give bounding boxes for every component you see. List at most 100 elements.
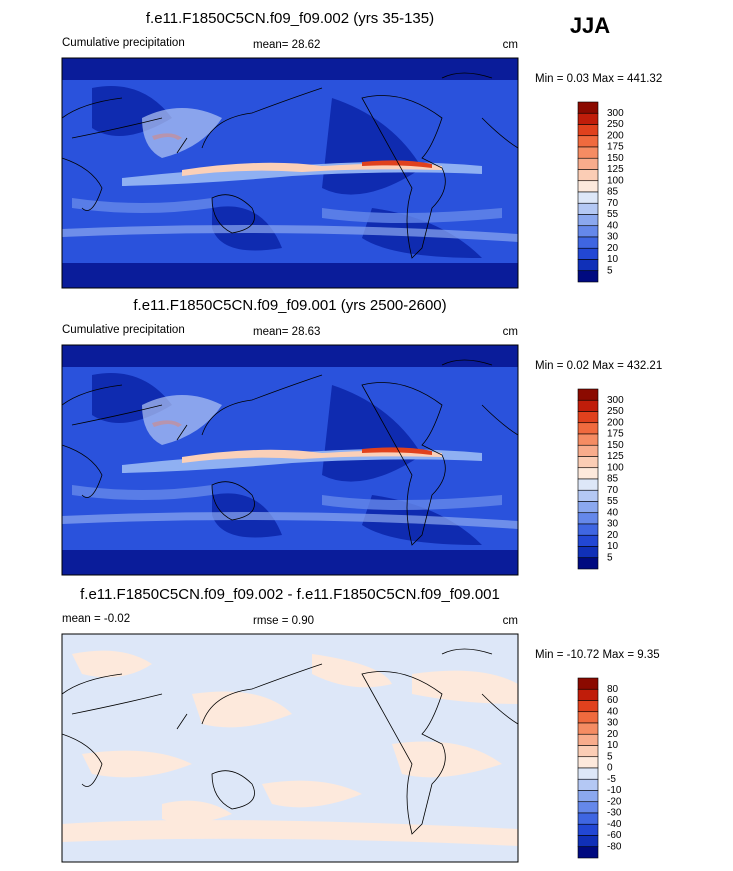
units: cm bbox=[503, 615, 518, 627]
colorbar-label: 40 bbox=[607, 507, 619, 518]
colorbar-label: 70 bbox=[607, 485, 619, 496]
colorbar-label: -40 bbox=[607, 819, 622, 830]
panel-title: f.e11.F1850C5CN.f09_f09.001 (yrs 2500-26… bbox=[133, 297, 446, 314]
colorbar-box bbox=[577, 733, 599, 746]
colorbar-box bbox=[577, 722, 599, 735]
colorbar-box bbox=[577, 790, 599, 803]
colorbar-label: 175 bbox=[607, 142, 624, 153]
colorbar-box bbox=[577, 202, 599, 215]
colorbar-label: 200 bbox=[607, 130, 624, 141]
center-string: mean= 28.63 bbox=[253, 326, 320, 338]
colorbar-label: 80 bbox=[607, 684, 619, 695]
min-max: Min = 0.02 Max = 432.21 bbox=[535, 360, 662, 372]
colorbar-box bbox=[577, 444, 599, 457]
map bbox=[62, 58, 518, 288]
colorbar-label: 175 bbox=[607, 429, 624, 440]
colorbar-label: 70 bbox=[607, 198, 619, 209]
panel-title: f.e11.F1850C5CN.f09_f09.002 (yrs 35-135) bbox=[146, 10, 434, 27]
colorbar-box bbox=[577, 546, 599, 559]
colorbar-box bbox=[577, 433, 599, 446]
map bbox=[62, 345, 518, 575]
colorbar-label: 100 bbox=[607, 462, 624, 473]
colorbar-box bbox=[577, 823, 599, 836]
colorbar-label: 10 bbox=[607, 254, 619, 265]
colorbar-box bbox=[577, 489, 599, 502]
colorbar-label: -10 bbox=[607, 785, 622, 796]
colorbar-box bbox=[577, 846, 599, 859]
panel-title: f.e11.F1850C5CN.f09_f09.002 - f.e11.F185… bbox=[80, 586, 500, 603]
colorbar-box bbox=[577, 169, 599, 182]
colorbar-box bbox=[577, 467, 599, 480]
left-string: mean = -0.02 bbox=[62, 613, 130, 625]
units: cm bbox=[503, 326, 518, 338]
colorbar-box bbox=[577, 399, 599, 412]
colorbar-label: 85 bbox=[607, 187, 619, 198]
center-string: mean= 28.62 bbox=[253, 39, 320, 51]
colorbar-box bbox=[577, 745, 599, 758]
colorbar-label: 30 bbox=[607, 232, 619, 243]
colorbar-label: 20 bbox=[607, 729, 619, 740]
colorbar-label: 10 bbox=[607, 541, 619, 552]
colorbar-box bbox=[577, 756, 599, 769]
colorbar-label: 5 bbox=[607, 751, 613, 762]
colorbar-label: -30 bbox=[607, 808, 622, 819]
colorbar-box bbox=[577, 124, 599, 137]
colorbar-label: 5 bbox=[607, 265, 613, 276]
colorbar-box bbox=[577, 534, 599, 547]
left-string: Cumulative precipitation bbox=[62, 37, 185, 49]
colorbar-label: 10 bbox=[607, 740, 619, 751]
left-string: Cumulative precipitation bbox=[62, 324, 185, 336]
colorbar-label: 125 bbox=[607, 164, 624, 175]
colorbar-box bbox=[577, 835, 599, 848]
colorbar-box bbox=[577, 767, 599, 780]
colorbar-label: 100 bbox=[607, 175, 624, 186]
colorbar-box bbox=[577, 101, 599, 114]
colorbar-box bbox=[577, 388, 599, 401]
colorbar-label: 20 bbox=[607, 530, 619, 541]
colorbar-box bbox=[577, 191, 599, 204]
colorbar-label: 300 bbox=[607, 395, 624, 406]
min-max: Min = -10.72 Max = 9.35 bbox=[535, 649, 660, 661]
colorbar-label: 40 bbox=[607, 220, 619, 231]
colorbar-box bbox=[577, 214, 599, 227]
colorbar-box bbox=[577, 236, 599, 249]
colorbar-box bbox=[577, 157, 599, 170]
colorbar-box bbox=[577, 512, 599, 525]
colorbar-box bbox=[577, 677, 599, 690]
colorbar-label: -80 bbox=[607, 841, 622, 852]
colorbar-label: 60 bbox=[607, 695, 619, 706]
colorbar-box bbox=[577, 688, 599, 701]
colorbar-label: 55 bbox=[607, 209, 619, 220]
colorbar-label: 150 bbox=[607, 440, 624, 451]
colorbar-box bbox=[577, 557, 599, 570]
colorbar-box bbox=[577, 225, 599, 238]
colorbar-label: 5 bbox=[607, 552, 613, 563]
units: cm bbox=[503, 39, 518, 51]
colorbar-label: 85 bbox=[607, 474, 619, 485]
colorbar-box bbox=[577, 501, 599, 514]
colorbar-label: 20 bbox=[607, 243, 619, 254]
colorbar-box bbox=[577, 711, 599, 724]
min-max: Min = 0.03 Max = 441.32 bbox=[535, 73, 662, 85]
center-string: rmse = 0.90 bbox=[253, 615, 314, 627]
colorbar-label: 0 bbox=[607, 763, 613, 774]
colorbar-box bbox=[577, 411, 599, 424]
colorbar-label: 30 bbox=[607, 519, 619, 530]
colorbar-box bbox=[577, 456, 599, 469]
colorbar-box bbox=[577, 270, 599, 283]
colorbar-box bbox=[577, 478, 599, 491]
colorbar-box bbox=[577, 801, 599, 814]
colorbar-box bbox=[577, 259, 599, 272]
colorbar-label: -20 bbox=[607, 796, 622, 807]
colorbar-label: 150 bbox=[607, 153, 624, 164]
colorbar-label: 250 bbox=[607, 119, 624, 130]
colorbar-box bbox=[577, 422, 599, 435]
colorbar-label: 40 bbox=[607, 706, 619, 717]
season-label: JJA bbox=[570, 13, 610, 38]
colorbar-box bbox=[577, 523, 599, 536]
map bbox=[61, 633, 519, 863]
colorbar-label: 250 bbox=[607, 406, 624, 417]
colorbar-box bbox=[577, 247, 599, 260]
colorbar-box bbox=[577, 146, 599, 159]
